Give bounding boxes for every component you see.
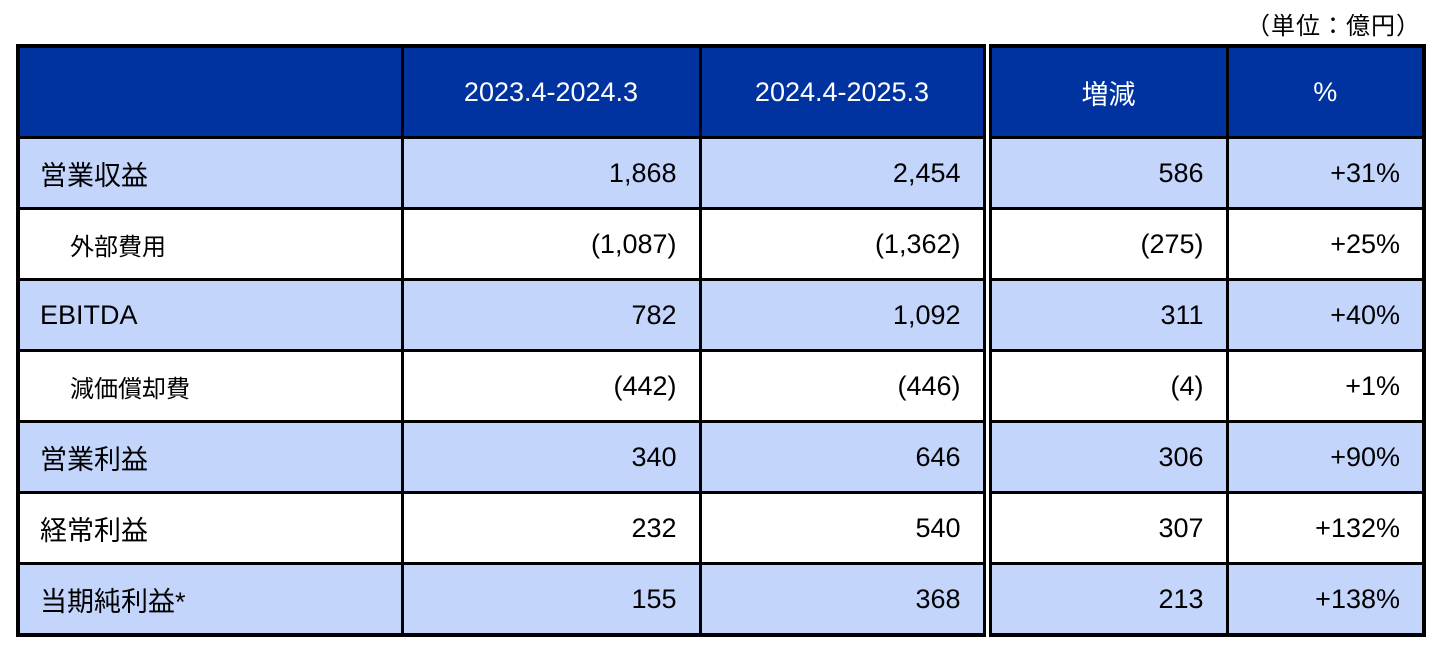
value-percent: +1% — [1225, 349, 1426, 423]
value-change: (275) — [982, 207, 1229, 281]
value-fy2024: (446) — [698, 349, 989, 423]
row-label: 経常利益 — [16, 491, 404, 565]
value-percent: +25% — [1225, 207, 1426, 281]
value-fy2023: 1,868 — [400, 136, 702, 210]
value-percent: +138% — [1225, 562, 1426, 637]
row-label: EBITDA — [16, 278, 404, 352]
table-row-ebitda: EBITDA 782 1,092 311 +40% — [16, 278, 1426, 352]
value-percent: +132% — [1225, 491, 1426, 565]
unit-label: （単位：億円） — [1246, 13, 1421, 40]
value-fy2024: (1,362) — [698, 207, 989, 281]
table-row-ordinary-income: 経常利益 232 540 307 +132% — [16, 491, 1426, 565]
row-label: 営業利益 — [16, 420, 404, 494]
value-fy2024: 540 — [698, 491, 989, 565]
value-fy2023: (1,087) — [400, 207, 702, 281]
row-label: 減価償却費 — [16, 349, 404, 423]
value-change: (4) — [982, 349, 1229, 423]
value-fy2023: 340 — [400, 420, 702, 494]
header-period-fy2023: 2023.4-2024.3 — [400, 44, 702, 139]
header-row: 2023.4-2024.3 2024.4-2025.3 増減 % — [16, 44, 1426, 139]
value-change: 586 — [982, 136, 1229, 210]
table-row-net-income: 当期純利益* 155 368 213 +138% — [16, 562, 1426, 637]
header-percent: % — [1225, 44, 1426, 139]
row-label: 外部費用 — [16, 207, 404, 281]
financial-results-table: 2023.4-2024.3 2024.4-2025.3 増減 % 営業収益 1,… — [16, 44, 1426, 637]
value-change: 306 — [982, 420, 1229, 494]
value-fy2023: 232 — [400, 491, 702, 565]
value-change: 311 — [982, 278, 1229, 352]
value-fy2024: 646 — [698, 420, 989, 494]
header-item-column — [16, 44, 404, 139]
value-fy2024: 2,454 — [698, 136, 989, 210]
value-change: 213 — [982, 562, 1229, 637]
row-label: 営業収益 — [16, 136, 404, 210]
value-fy2024: 1,092 — [698, 278, 989, 352]
table-row-depreciation: 減価償却費 (442) (446) (4) +1% — [16, 349, 1426, 423]
header-change: 増減 — [982, 44, 1229, 139]
value-percent: +40% — [1225, 278, 1426, 352]
value-percent: +90% — [1225, 420, 1426, 494]
value-fy2024: 368 — [698, 562, 989, 637]
value-fy2023: 782 — [400, 278, 702, 352]
header-period-fy2024: 2024.4-2025.3 — [698, 44, 989, 139]
value-change: 307 — [982, 491, 1229, 565]
value-percent: +31% — [1225, 136, 1426, 210]
table-row-operating-revenue: 営業収益 1,868 2,454 586 +31% — [16, 136, 1426, 210]
table-row-operating-income: 営業利益 340 646 306 +90% — [16, 420, 1426, 494]
table-row-external-expenses: 外部費用 (1,087) (1,362) (275) +25% — [16, 207, 1426, 281]
value-fy2023: (442) — [400, 349, 702, 423]
value-fy2023: 155 — [400, 562, 702, 637]
row-label: 当期純利益* — [16, 562, 404, 637]
